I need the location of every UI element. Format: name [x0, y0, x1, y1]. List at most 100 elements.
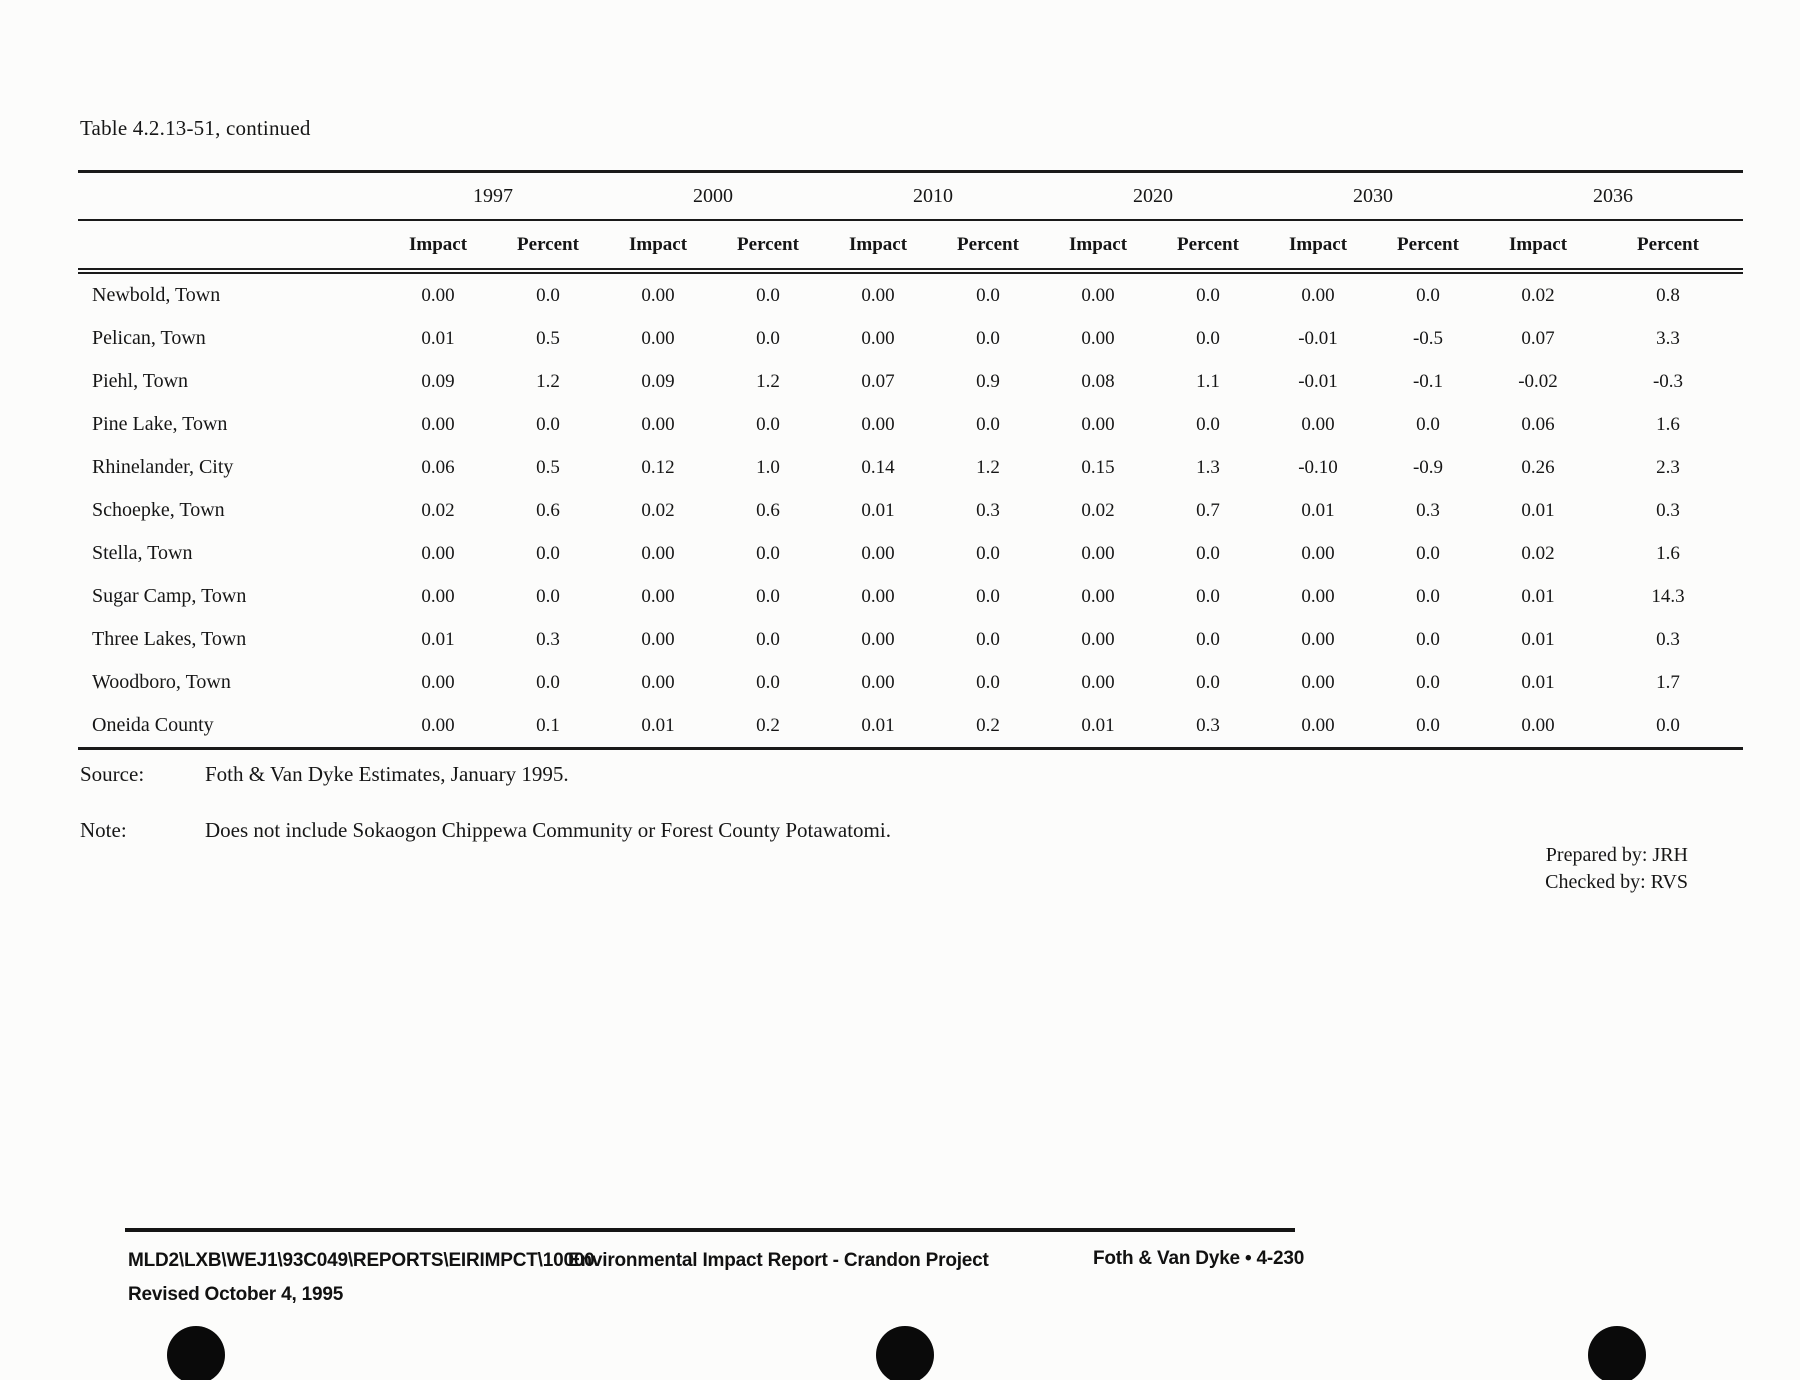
table-row: Piehl, Town 0.09 1.2 0.09 1.2 0.07 0.9 0.08 1.1 -…	[78, 360, 1743, 403]
percent-cell: 1.7	[1656, 671, 1680, 693]
percent-cell: 0.0	[1593, 704, 1743, 750]
impact-cell: 0.00	[641, 585, 675, 607]
measure-header-row: Impact Percent Impact Percent Impact Percent I…	[78, 220, 1743, 274]
percent-cell: 0.5	[536, 327, 560, 349]
percent-cell: 0.3	[1153, 704, 1263, 750]
impact-cell: -0.01	[1298, 327, 1338, 349]
row-name-cell: Woodboro, Town	[92, 671, 231, 693]
impact-cell: 0.00	[1081, 327, 1115, 349]
percent-cell: 0.0	[756, 542, 780, 564]
impact-cell: 0.00	[641, 671, 675, 693]
impact-cell: 0.00	[861, 585, 895, 607]
percent-cell: 0.0	[1196, 585, 1220, 607]
percent-cell: 14.3	[1651, 585, 1685, 607]
table-row: Three Lakes, Town 0.01 0.3 0.00 0.0 0.00 0.0 0.…	[78, 618, 1743, 661]
percent-cell: 0.2	[713, 704, 823, 750]
percent-cell: 0.0	[756, 327, 780, 349]
percent-cell: 0.0	[756, 671, 780, 693]
percent-cell: 0.8	[1656, 284, 1680, 306]
impact-cell: 0.00	[383, 704, 493, 750]
impact-cell: 0.01	[1521, 585, 1555, 607]
footer-page-ref: Foth & Van Dyke • 4-230	[1093, 1248, 1305, 1269]
impact-cell: -0.02	[1518, 370, 1558, 392]
year-header: 2010	[823, 170, 1043, 221]
percent-header: Percent	[713, 220, 823, 274]
percent-cell: 1.1	[1196, 370, 1220, 392]
year-header-row: 1997 2000 2010 2020 2030 2036	[78, 170, 1743, 221]
impact-cell: 0.00	[1483, 704, 1593, 750]
impact-cell: 0.01	[1521, 499, 1555, 521]
footer-file-path: MLD2\LXB\WEJ1\93C049\REPORTS\EIRIMPCT\10…	[128, 1250, 595, 1271]
percent-cell: 0.0	[756, 413, 780, 435]
impact-cell: 0.02	[421, 499, 455, 521]
row-name-cell: Pelican, Town	[92, 327, 206, 349]
impact-header: Impact	[1483, 220, 1593, 274]
table-row: Oneida County 0.00 0.1 0.01 0.2 0.01 0.2 0.01 0.…	[78, 704, 1743, 750]
percent-cell: 0.0	[756, 585, 780, 607]
impact-cell: 0.00	[641, 628, 675, 650]
percent-cell: 0.0	[1416, 628, 1440, 650]
percent-cell: 1.0	[756, 456, 780, 478]
impact-cell: 0.09	[421, 370, 455, 392]
prepared-by: Prepared by: JRH	[1545, 844, 1688, 866]
impact-cell: -0.01	[1298, 370, 1338, 392]
percent-cell: 0.5	[536, 456, 560, 478]
impact-cell: 0.26	[1521, 456, 1555, 478]
percent-cell: 0.0	[976, 327, 1000, 349]
impact-cell: 0.00	[641, 327, 675, 349]
table-row: Stella, Town 0.00 0.0 0.00 0.0 0.00 0.0 0.00 0.0…	[78, 532, 1743, 575]
percent-cell: 0.0	[976, 585, 1000, 607]
impact-cell: 0.00	[421, 413, 455, 435]
percent-cell: 0.0	[976, 671, 1000, 693]
percent-cell: 0.0	[1196, 671, 1220, 693]
impact-cell: 0.02	[1081, 499, 1115, 521]
percent-cell: 0.9	[976, 370, 1000, 392]
footer-revision: Revised October 4, 1995	[128, 1284, 344, 1305]
percent-cell: 0.0	[1196, 542, 1220, 564]
impact-cell: 0.01	[421, 628, 455, 650]
year-header: 2020	[1043, 170, 1263, 221]
impact-cell: 0.00	[1301, 585, 1335, 607]
percent-cell: 0.3	[1656, 499, 1680, 521]
corner-cell	[78, 220, 383, 274]
percent-cell: 0.0	[1373, 704, 1483, 750]
impact-cell: 0.00	[1301, 671, 1335, 693]
percent-cell: 0.0	[756, 628, 780, 650]
percent-cell: 0.0	[536, 585, 560, 607]
percent-cell: -0.1	[1412, 370, 1444, 392]
row-name-cell: Sugar Camp, Town	[92, 585, 247, 607]
corner-cell	[78, 170, 383, 221]
impact-cell: 0.00	[861, 671, 895, 693]
year-header: 2000	[603, 170, 823, 221]
footer-rule	[125, 1228, 1295, 1232]
percent-cell: 2.3	[1656, 456, 1680, 478]
footer-doc-title: Environmental Impact Report - Crandon Pr…	[568, 1250, 989, 1271]
percent-cell: 0.6	[756, 499, 780, 521]
percent-cell: 0.3	[1656, 628, 1680, 650]
table-row: Woodboro, Town 0.00 0.0 0.00 0.0 0.00 0.0 0.00 0…	[78, 661, 1743, 704]
table-row: Sugar Camp, Town 0.00 0.0 0.00 0.0 0.00 0.0 0.0…	[78, 575, 1743, 618]
percent-cell: 0.0	[1416, 671, 1440, 693]
impact-cell: 0.00	[641, 284, 675, 306]
impact-cell: 0.00	[1081, 628, 1115, 650]
impact-cell: 0.00	[861, 284, 895, 306]
impact-cell: 0.12	[641, 456, 675, 478]
percent-cell: 0.3	[536, 628, 560, 650]
note-label: Note:	[80, 818, 127, 842]
percent-cell: 1.6	[1656, 542, 1680, 564]
percent-cell: 1.2	[976, 456, 1000, 478]
year-header: 1997	[383, 170, 603, 221]
impact-cell: 0.00	[1081, 585, 1115, 607]
percent-cell: 1.3	[1196, 456, 1220, 478]
percent-cell: 0.0	[1416, 413, 1440, 435]
impact-cell: 0.00	[861, 413, 895, 435]
impact-cell: 0.00	[1081, 542, 1115, 564]
percent-cell: 0.3	[976, 499, 1000, 521]
row-name-cell: Pine Lake, Town	[92, 413, 228, 435]
percent-cell: 0.0	[976, 542, 1000, 564]
punch-hole	[876, 1326, 934, 1380]
table-row: Newbold, Town 0.00 0.0 0.00 0.0 0.00 0.0 0.00 0.…	[78, 271, 1743, 317]
percent-cell: -0.9	[1412, 456, 1444, 478]
table-row: Pine Lake, Town 0.00 0.0 0.00 0.0 0.00 0.0 0.00…	[78, 403, 1743, 446]
